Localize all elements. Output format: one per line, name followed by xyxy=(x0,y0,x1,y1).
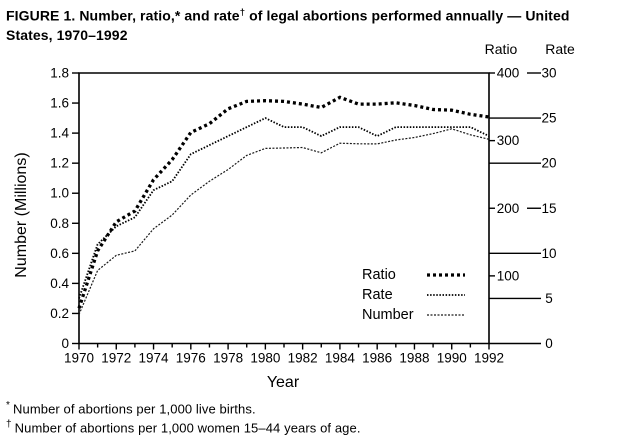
number-axis-tick-label: 0.8 xyxy=(50,216,69,231)
ratio-axis-tick-label: 400 xyxy=(497,66,520,81)
series-line-ratio xyxy=(77,95,490,309)
figure-title-line2: States, 1970–1992 xyxy=(6,27,128,44)
year-axis-tick-label: 1978 xyxy=(213,351,243,366)
rate-axis-tick-label: 5 xyxy=(545,291,553,306)
year-axis-tick-label: 1982 xyxy=(288,351,318,366)
footnote-rate-text: Number of abortions per 1,000 women 15–4… xyxy=(14,420,361,436)
number-axis-tick-label: 0.2 xyxy=(50,306,69,321)
dagger-marker: † xyxy=(6,419,12,431)
legend-label-ratio: Ratio xyxy=(362,267,396,283)
year-axis-tick-label: 1984 xyxy=(325,351,356,366)
year-axis-tick-label: 1988 xyxy=(399,351,429,366)
rate-axis-tick-label: 15 xyxy=(541,201,556,216)
footnote-ratio-definition: * Number of abortions per 1,000 live birt… xyxy=(6,398,361,417)
number-axis-tick-label: 1.6 xyxy=(50,96,69,111)
rate-axis-tick-label: 30 xyxy=(541,66,556,81)
ratio-axis-header: Ratio xyxy=(484,41,518,57)
number-axis-tick-label: 1.8 xyxy=(50,66,69,81)
ratio-axis-tick-label: 300 xyxy=(497,133,520,148)
year-axis-tick-label: 1980 xyxy=(250,351,280,366)
ratio-axis-tick-label: 200 xyxy=(497,201,520,216)
figure-title-text: FIGURE 1. Number, ratio,* and rate xyxy=(6,7,240,24)
legend-sample-rate-line xyxy=(427,294,465,296)
rate-axis-tick-label: 0 xyxy=(545,336,553,351)
number-axis-tick-label: 1.0 xyxy=(50,186,69,201)
legend-label-rate: Rate xyxy=(362,287,393,303)
footnotes: * Number of abortions per 1,000 live birt… xyxy=(6,398,361,437)
legend-label-number: Number xyxy=(362,307,414,323)
year-axis-tick-label: 1990 xyxy=(437,351,467,366)
year-axis-tick-label: 1992 xyxy=(474,351,504,366)
legend-row-ratio: Ratio xyxy=(362,265,466,285)
year-axis-tick-label: 1976 xyxy=(176,351,206,366)
legend-row-number: Number xyxy=(362,305,466,325)
number-axis-tick-label: 1.2 xyxy=(50,156,69,171)
legend-sample-ratio-line xyxy=(427,273,465,277)
number-axis-tick-label: 0.4 xyxy=(50,276,69,291)
x-axis-title: Year xyxy=(266,374,300,391)
rate-axis-tick-label: 20 xyxy=(541,156,556,171)
year-axis-tick-label: 1972 xyxy=(101,351,131,366)
footnote-rate-definition: † Number of abortions per 1,000 women 15–… xyxy=(6,417,361,436)
legend-sample-number-line xyxy=(427,314,465,316)
footnote-ratio-text: Number of abortions per 1,000 live birth… xyxy=(13,401,256,417)
year-axis-tick-label: 1970 xyxy=(64,351,94,366)
year-axis-tick-label: 1974 xyxy=(139,351,170,366)
number-axis-tick-label: 0 xyxy=(61,336,69,351)
ratio-axis-tick-label: 100 xyxy=(497,268,520,283)
asterisk-marker: * xyxy=(6,400,10,411)
rate-axis-header: Rate xyxy=(545,41,575,57)
figure-title-text-cont: of legal abortions performed annually — … xyxy=(245,7,570,24)
rate-axis-tick-label: 10 xyxy=(541,246,556,261)
number-axis-tick-label: 0.6 xyxy=(50,246,69,261)
year-axis-tick-label: 1986 xyxy=(362,351,392,366)
series-line-number xyxy=(78,128,490,315)
legend: Ratio Rate Number xyxy=(362,265,466,325)
legend-row-rate: Rate xyxy=(362,285,466,305)
rate-axis-tick-label: 25 xyxy=(541,111,556,126)
number-axis-tick-label: 1.4 xyxy=(50,126,69,141)
figure-title-dagger: † xyxy=(239,7,246,18)
figure-title: FIGURE 1. Number, ratio,* and rate† of l… xyxy=(6,3,634,46)
